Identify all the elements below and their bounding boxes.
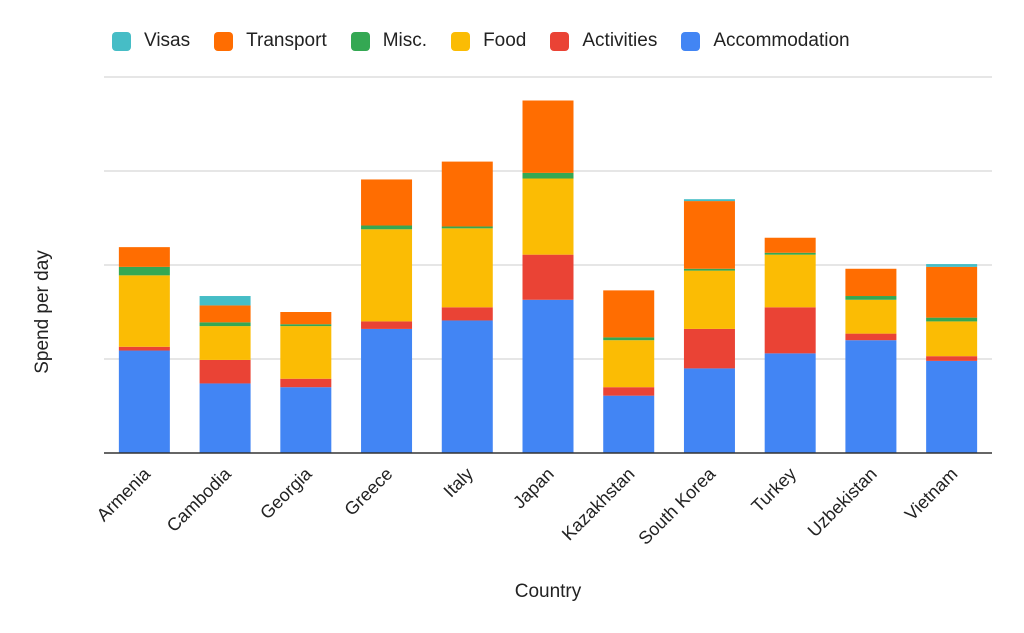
bar-segment-misc-armenia (118, 266, 170, 276)
bar-segment-food-greece (361, 229, 413, 322)
bar-segment-accommodation-cambodia (199, 383, 251, 453)
x-tick-label: Japan (509, 464, 558, 513)
x-tick-label: Cambodia (163, 463, 236, 536)
x-tick-label: Italy (440, 464, 477, 501)
bar-segment-accommodation-georgia (280, 387, 332, 453)
bar-segment-transport-greece (361, 179, 413, 226)
bar-segment-transport-cambodia (199, 305, 251, 323)
bar-segment-activities-turkey (764, 307, 816, 354)
bar-segment-misc-south-korea (683, 268, 735, 271)
bar-segment-activities-armenia (118, 346, 170, 351)
bar-segment-accommodation-armenia (118, 350, 170, 453)
legend-label: Visas (144, 30, 191, 51)
bar-segment-visas-south-korea (683, 199, 735, 202)
bar-segment-transport-japan (522, 100, 574, 173)
bar-segment-transport-south-korea (683, 201, 735, 269)
y-axis-title: Spend per day (32, 250, 53, 374)
bar-segment-transport-kazakhstan (603, 290, 655, 338)
legend-label: Activities (582, 30, 658, 51)
bar-segment-misc-turkey (764, 252, 816, 255)
bar-segment-activities-japan (522, 254, 574, 300)
bar-segment-transport-uzbekistan (845, 268, 897, 297)
legend-swatch (350, 31, 370, 51)
bar-segment-transport-georgia (280, 312, 332, 325)
bar-segment-transport-vietnam (926, 266, 978, 318)
bar-segment-misc-cambodia (199, 322, 251, 327)
bar-segment-food-turkey (764, 254, 816, 308)
legend-label: Transport (246, 30, 327, 51)
x-tick-label: Greece (340, 464, 396, 520)
x-tick-label: South Korea (634, 463, 720, 549)
bar-segment-visas-cambodia (199, 296, 251, 306)
bar-segment-food-armenia (118, 275, 170, 347)
x-tick-label: Armenia (93, 463, 155, 525)
x-axis-title: Country (515, 581, 582, 602)
bar-segment-food-italy (441, 228, 493, 308)
legend-item: Food (451, 29, 526, 53)
bar-segment-misc-georgia (280, 324, 332, 327)
bar-segment-food-kazakhstan (603, 340, 655, 388)
bar-segment-activities-uzbekistan (845, 333, 897, 341)
bar-segment-food-vietnam (926, 321, 978, 357)
chart-legend: Visas Transport Misc. Food Activities Accommo… (112, 28, 874, 54)
x-tick-labels: Armenia Cambodia Georgia Greece Italy Japan Ka… (93, 463, 962, 549)
bar-segment-misc-kazakhstan (603, 337, 655, 341)
bar-segment-visas-vietnam (926, 264, 978, 267)
x-tick-label: Kazakhstan (558, 464, 639, 545)
legend-swatch (681, 31, 701, 51)
x-tick-label: Turkey (747, 464, 800, 517)
bar-segment-misc-japan (522, 172, 574, 179)
x-tick-label: Vietnam (901, 464, 962, 525)
bar-segment-accommodation-uzbekistan (845, 340, 897, 453)
legend-label: Misc. (382, 30, 428, 51)
legend-label: Accommodation (713, 30, 850, 51)
bar-segment-accommodation-turkey (764, 353, 816, 453)
bar-segment-food-japan (522, 178, 574, 255)
bar-segment-transport-turkey (764, 237, 816, 253)
legend-swatch (451, 31, 471, 51)
legend-swatch (550, 31, 570, 51)
bar-segment-food-uzbekistan (845, 299, 897, 334)
bar-segment-misc-italy (441, 226, 493, 229)
bar-segment-activities-kazakhstan (603, 387, 655, 396)
bar-segment-accommodation-italy (441, 320, 493, 453)
bar-segment-food-georgia (280, 326, 332, 379)
bar-segment-misc-vietnam (926, 317, 978, 322)
legend-item: Activities (550, 29, 657, 53)
bar-segment-accommodation-kazakhstan (603, 395, 655, 453)
bar-segment-misc-uzbekistan (845, 296, 897, 300)
bar-segment-accommodation-greece (361, 328, 413, 453)
bar-segment-activities-greece (361, 321, 413, 329)
legend-item: Accommodation (681, 29, 850, 53)
bar-segment-activities-italy (441, 307, 493, 321)
bar-segment-misc-greece (361, 225, 413, 230)
bar-segment-activities-south-korea (683, 328, 735, 369)
legend-swatch (214, 31, 234, 51)
bar-segment-transport-italy (441, 161, 493, 227)
bar-segment-accommodation-south-korea (683, 368, 735, 453)
legend-item: Transport (214, 29, 327, 53)
bar-segment-food-cambodia (199, 326, 251, 360)
bar-segment-activities-georgia (280, 378, 332, 388)
bar-segment-food-south-korea (683, 270, 735, 329)
bar-segment-activities-cambodia (199, 359, 251, 384)
legend-item: Misc. (350, 29, 428, 53)
bars (118, 100, 978, 453)
x-tick-label: Georgia (256, 463, 316, 523)
bar-segment-accommodation-vietnam (926, 360, 978, 453)
bar-segment-accommodation-japan (522, 299, 574, 453)
legend-item: Visas (112, 29, 190, 53)
x-tick-label: Uzbekistan (804, 464, 881, 541)
bar-segment-transport-armenia (118, 247, 170, 267)
bar-segment-activities-vietnam (926, 356, 978, 361)
legend-swatch (112, 31, 131, 51)
legend-label: Food (483, 30, 527, 51)
